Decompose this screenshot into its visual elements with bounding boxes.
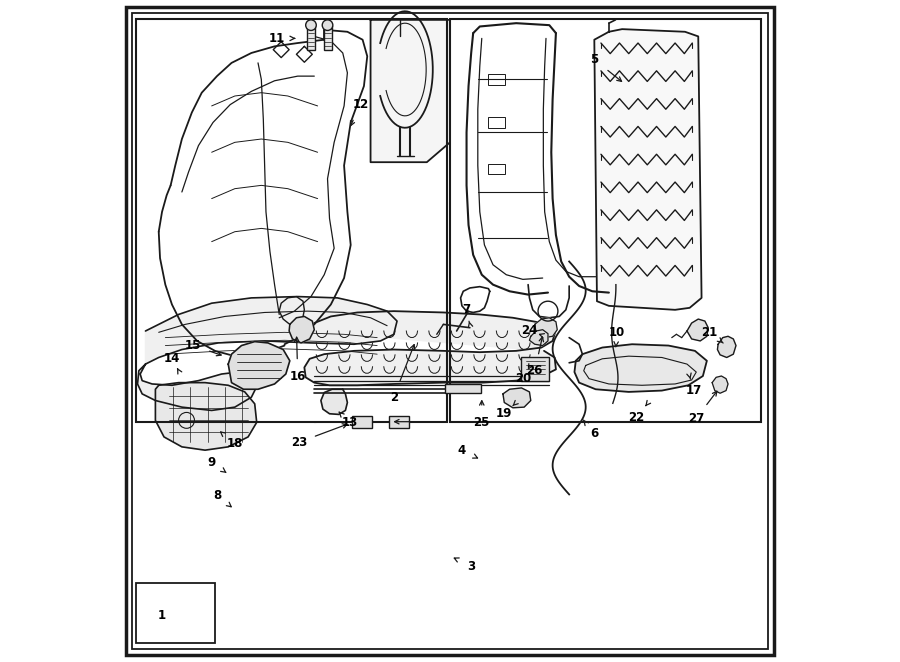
- Text: 27: 27: [688, 412, 705, 425]
- Polygon shape: [529, 330, 548, 346]
- Circle shape: [306, 20, 316, 30]
- Bar: [445, 384, 482, 393]
- Text: 12: 12: [353, 98, 369, 111]
- Text: 1: 1: [158, 609, 166, 622]
- Text: 19: 19: [496, 407, 512, 420]
- Text: 13: 13: [341, 416, 357, 429]
- Text: 10: 10: [608, 326, 625, 339]
- Bar: [521, 357, 549, 381]
- Text: 8: 8: [213, 489, 221, 502]
- Text: 3: 3: [467, 559, 475, 573]
- Text: 7: 7: [462, 303, 470, 316]
- Text: 2: 2: [390, 391, 398, 404]
- Polygon shape: [138, 297, 397, 410]
- Bar: [489, 117, 505, 128]
- Polygon shape: [687, 319, 708, 341]
- Polygon shape: [503, 388, 531, 408]
- Bar: [136, 19, 446, 422]
- Text: 18: 18: [227, 437, 243, 450]
- Bar: [489, 74, 505, 85]
- Polygon shape: [304, 311, 556, 385]
- Text: 25: 25: [473, 416, 490, 429]
- Bar: [450, 19, 761, 422]
- Text: 20: 20: [515, 372, 531, 385]
- Text: 9: 9: [208, 455, 216, 469]
- Bar: [352, 416, 372, 428]
- Text: 6: 6: [590, 427, 598, 440]
- Polygon shape: [717, 336, 736, 357]
- Bar: [307, 26, 315, 50]
- Polygon shape: [371, 20, 450, 162]
- Text: 17: 17: [686, 384, 702, 397]
- Text: 23: 23: [291, 436, 307, 449]
- Bar: [389, 416, 409, 428]
- Text: 21: 21: [701, 326, 717, 339]
- Text: 22: 22: [628, 410, 644, 424]
- Polygon shape: [289, 316, 314, 343]
- Text: 5: 5: [590, 53, 598, 66]
- Text: 16: 16: [290, 369, 306, 383]
- Polygon shape: [594, 29, 702, 310]
- Polygon shape: [229, 342, 290, 389]
- Bar: [489, 164, 505, 174]
- Polygon shape: [574, 344, 706, 392]
- Text: 15: 15: [185, 339, 202, 352]
- Circle shape: [322, 20, 333, 30]
- Polygon shape: [535, 318, 557, 338]
- Polygon shape: [156, 383, 256, 450]
- Polygon shape: [712, 376, 728, 393]
- Bar: [324, 26, 331, 50]
- Polygon shape: [321, 389, 347, 414]
- Text: 4: 4: [457, 444, 465, 457]
- Text: 11: 11: [268, 32, 284, 45]
- Bar: [136, 583, 215, 643]
- Text: 26: 26: [526, 364, 543, 377]
- Text: 14: 14: [164, 352, 180, 365]
- Text: 24: 24: [521, 324, 537, 338]
